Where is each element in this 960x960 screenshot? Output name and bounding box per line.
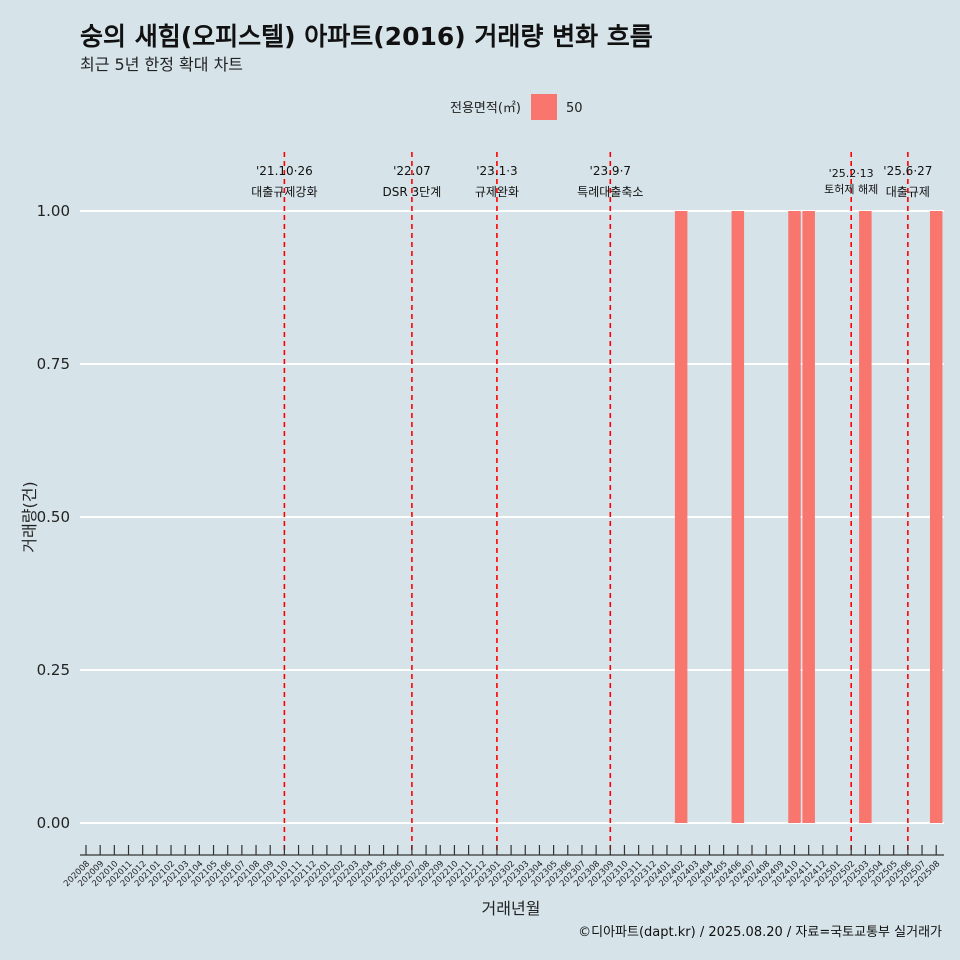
event-date: '22.07 (393, 164, 431, 178)
event-lines (283, 152, 909, 855)
bar (802, 211, 815, 823)
event-date: '25.2·13 (829, 167, 874, 180)
event-label: 대출규제 (886, 185, 930, 199)
legend-title: 전용면적(㎡) (450, 101, 521, 116)
x-axis-label: 거래년월 (482, 899, 541, 918)
y-axis: 0.00 0.25 0.50 0.75 1.00 (37, 202, 70, 832)
event-date: '25.6·27 (883, 164, 932, 178)
legend: 전용면적(㎡) 50 (450, 94, 583, 120)
event-label: 특례대출축소 (577, 185, 643, 199)
event-label: 규제완화 (475, 185, 519, 199)
legend-swatch (531, 94, 557, 120)
event-label: DSR 3단계 (383, 185, 442, 199)
bar (859, 211, 872, 823)
x-axis: 2020082020092020102020112020122021012021… (62, 845, 944, 889)
chart-title: 숭의 새힘(오피스텔) 아파트(2016) 거래량 변화 흐름 (80, 22, 653, 51)
y-tick-label: 0.25 (37, 661, 70, 679)
bar (731, 211, 745, 823)
bar (929, 211, 943, 823)
y-axis-label: 거래량(건) (20, 481, 39, 552)
bar (674, 211, 688, 823)
bar (788, 211, 801, 823)
y-tick-label: 0.75 (37, 355, 70, 373)
caption: ©디아파트(dapt.kr) / 2025.08.20 / 자료=국토교통부 실… (578, 925, 942, 940)
y-tick-label: 0.50 (37, 508, 70, 526)
event-date: '23.1·3 (476, 164, 517, 178)
event-annotations: '21.10·26 대출규제강화 '22.07 DSR 3단계 '23.1·3 규제완화 '… (251, 164, 932, 199)
bars (674, 211, 943, 823)
legend-label: 50 (566, 101, 583, 116)
y-tick-label: 1.00 (37, 202, 70, 220)
event-date: '23.9·7 (590, 164, 631, 178)
chart-subtitle: 최근 5년 한정 확대 차트 (80, 55, 243, 74)
y-tick-label: 0.00 (37, 814, 70, 832)
event-label: 대출규제강화 (251, 185, 317, 199)
event-label: 토허제 해제 (824, 182, 878, 196)
event-date: '21.10·26 (256, 164, 313, 178)
